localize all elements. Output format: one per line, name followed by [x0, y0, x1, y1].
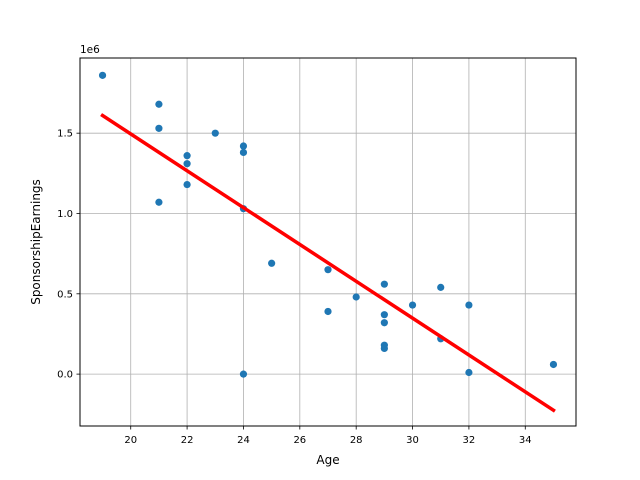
data-point [239, 148, 248, 157]
y-axis-label: SponsorshipEarnings [29, 179, 43, 305]
data-point [380, 344, 388, 353]
y-tick-label: 0.0 [57, 370, 73, 381]
x-tick-label: 30 [406, 435, 419, 446]
data-point [211, 129, 219, 137]
data-point [380, 319, 388, 327]
regression-line-layer [100, 113, 556, 413]
data-point [239, 370, 248, 378]
data-point [155, 198, 163, 206]
data-points [98, 71, 558, 378]
y-tick-label: 0.5 [57, 289, 73, 300]
regression-line [100, 113, 556, 413]
axes-frame [79, 57, 577, 427]
data-point [155, 100, 163, 108]
data-point [465, 301, 473, 309]
x-tick-label: 32 [463, 435, 476, 446]
data-point [155, 124, 163, 132]
y-axis-offset-label: 1e6 [80, 44, 100, 56]
data-point [324, 307, 332, 316]
data-point [183, 152, 191, 160]
x-tick-label: 26 [293, 435, 306, 446]
grid [80, 58, 576, 426]
data-point [324, 266, 332, 274]
x-axis-ticks: 20 22 24 26 28 30 32 34 [124, 426, 532, 446]
x-tick-label: 34 [519, 435, 532, 446]
data-point [352, 293, 360, 301]
data-point [437, 283, 445, 291]
x-axis-label: Age [316, 453, 339, 467]
data-point [268, 259, 276, 267]
y-tick-label: 1.5 [57, 129, 73, 140]
data-point [465, 368, 473, 377]
data-point [380, 280, 388, 288]
y-axis-ticks: 0.0 0.5 1.0 1.5 [57, 129, 80, 381]
data-point [380, 311, 388, 319]
x-tick-label: 28 [350, 435, 363, 446]
data-point [549, 360, 558, 369]
data-point [183, 160, 191, 168]
data-point [239, 142, 248, 150]
y-tick-label: 1.0 [57, 209, 73, 220]
x-tick-label: 24 [237, 435, 250, 446]
x-tick-label: 20 [124, 435, 137, 446]
data-point [408, 301, 417, 309]
x-tick-label: 22 [181, 435, 194, 446]
data-point [98, 71, 107, 79]
data-point [183, 180, 191, 189]
